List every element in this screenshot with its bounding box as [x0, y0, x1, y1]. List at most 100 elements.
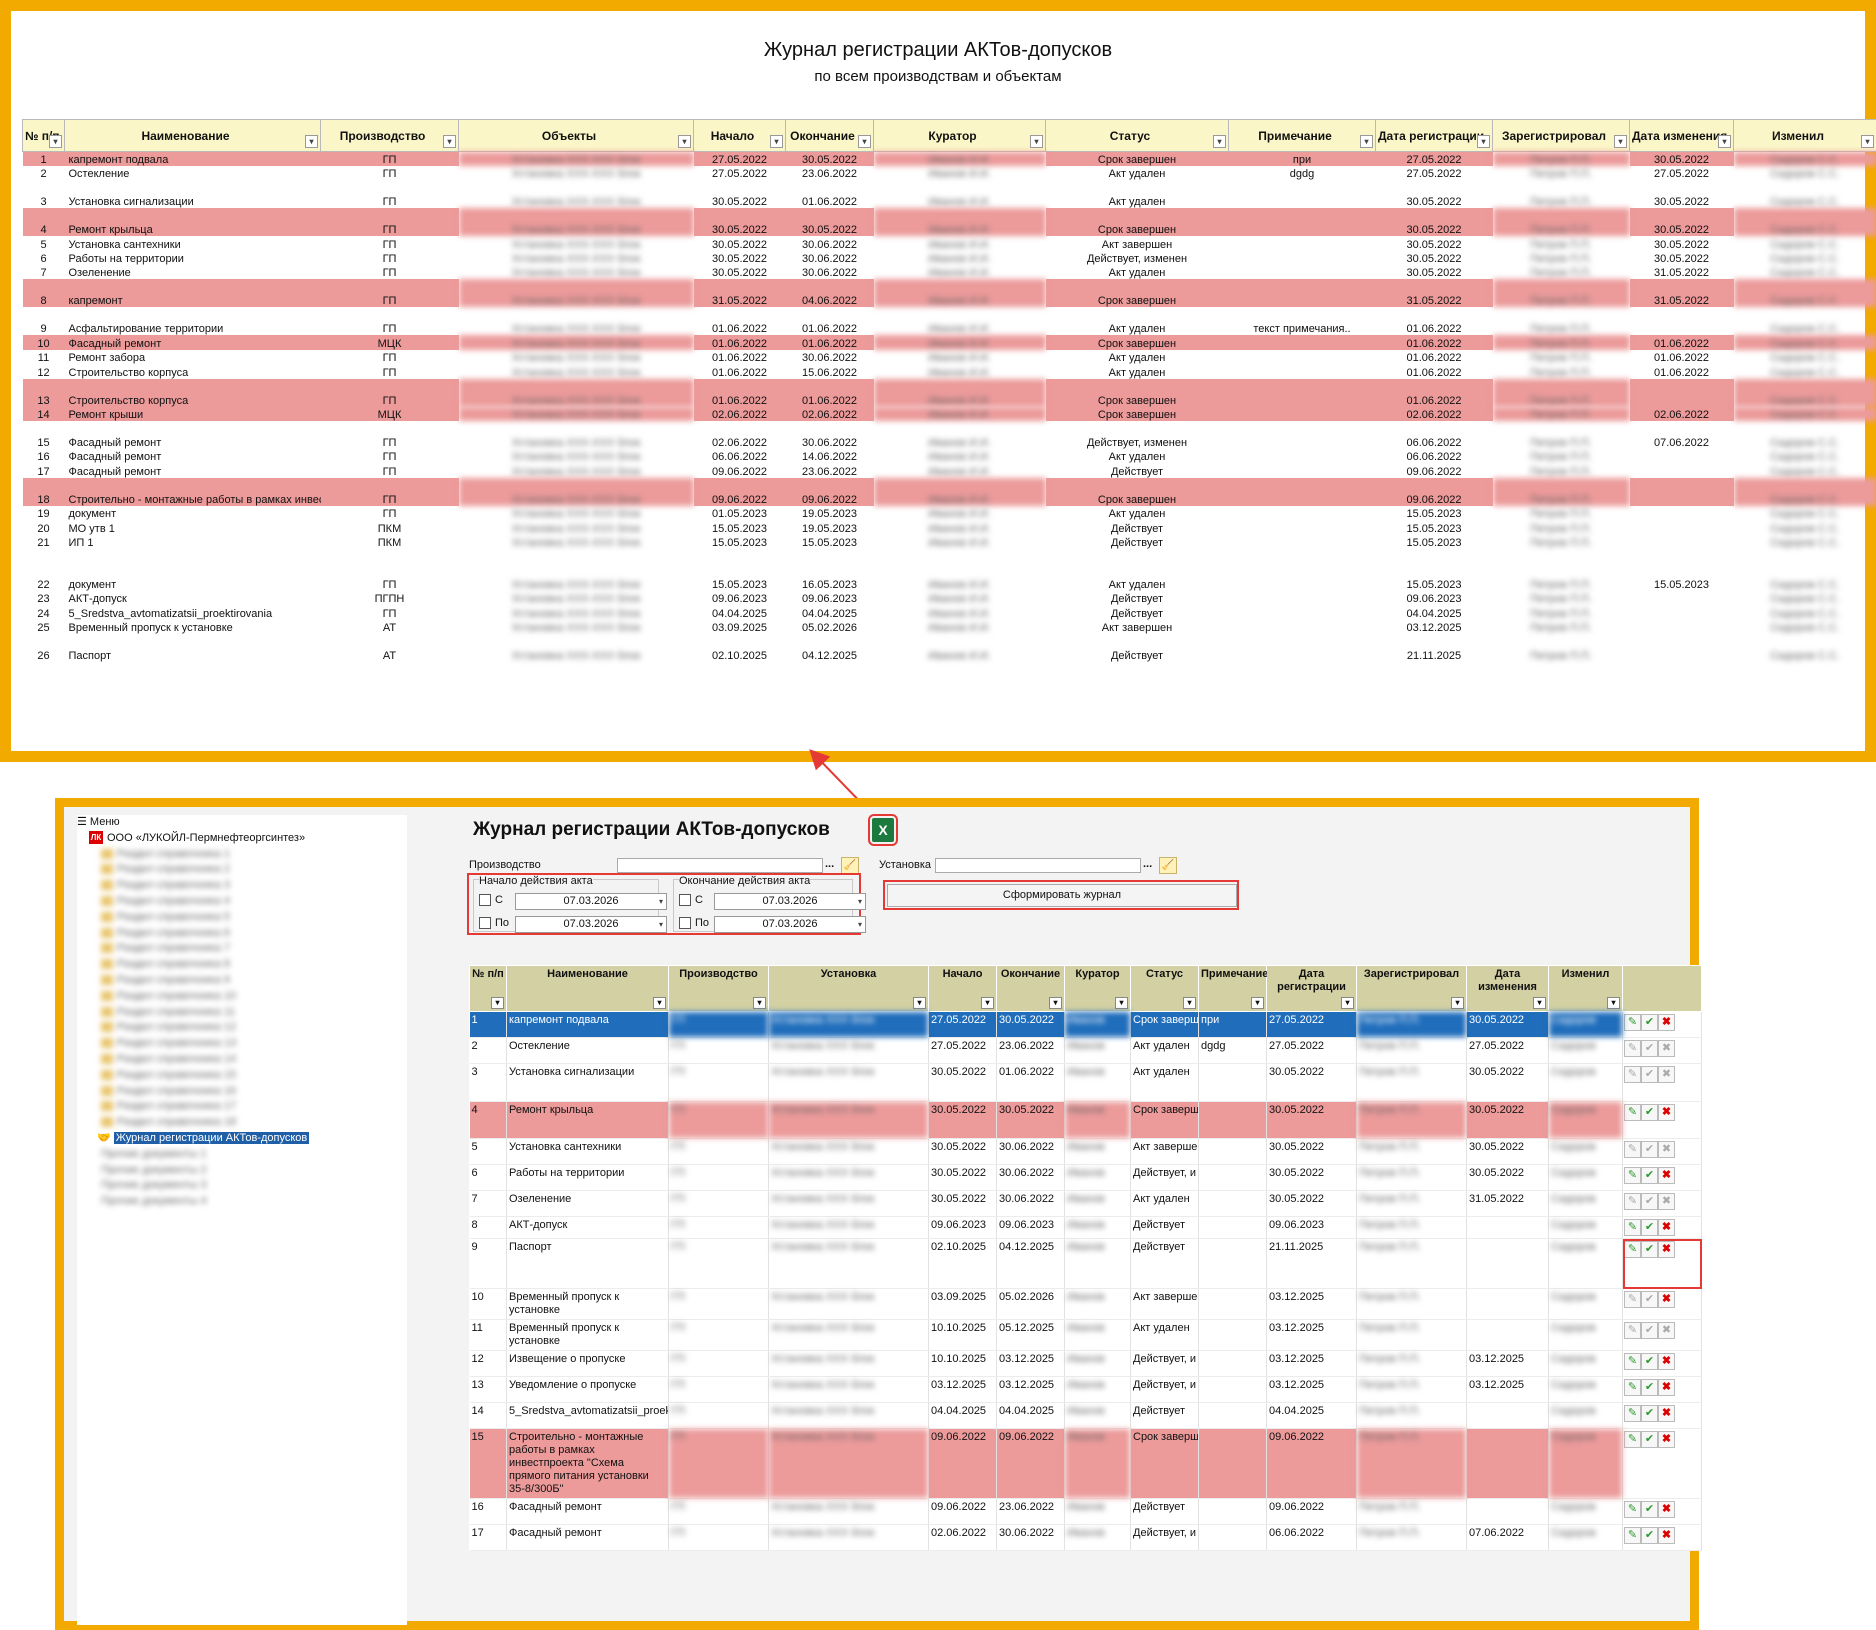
filter-dropdown-icon[interactable]: ▾: [653, 997, 666, 1009]
tree-item[interactable]: Раздел справочника 11: [77, 1005, 407, 1021]
delete-icon[interactable]: ✖: [1658, 1219, 1675, 1236]
table-row[interactable]: 7 Озеленение ГП Установка ХХХ блок 30.05.202…: [469, 1190, 1702, 1217]
edit-icon[interactable]: ✎: [1624, 1527, 1641, 1544]
tree-item[interactable]: Раздел справочника 7: [77, 941, 407, 957]
confirm-icon[interactable]: ✔: [1641, 1431, 1658, 1448]
end-to-date[interactable]: 07.03.2026 ▾: [714, 916, 866, 933]
start-from-date[interactable]: 07.03.2026 ▾: [515, 893, 667, 910]
edit-icon[interactable]: ✎: [1624, 1431, 1641, 1448]
tree-item[interactable]: Раздел справочника 8: [77, 957, 407, 973]
end-from-date[interactable]: 07.03.2026 ▾: [714, 893, 866, 910]
filter-dropdown-icon[interactable]: ▾: [1183, 997, 1196, 1009]
tree-item[interactable]: Раздел справочника 14: [77, 1052, 407, 1068]
delete-icon[interactable]: ✖: [1658, 1014, 1675, 1031]
edit-icon[interactable]: ✎: [1624, 1141, 1641, 1158]
edit-icon[interactable]: ✎: [1624, 1405, 1641, 1422]
start-to-date[interactable]: 07.03.2026 ▾: [515, 916, 667, 933]
delete-icon[interactable]: ✖: [1658, 1167, 1675, 1184]
delete-icon[interactable]: ✖: [1658, 1353, 1675, 1370]
filter-dropdown-icon[interactable]: ▾: [858, 135, 871, 148]
filter-dropdown-icon[interactable]: ▾: [1251, 997, 1264, 1009]
delete-icon[interactable]: ✖: [1658, 1104, 1675, 1121]
tree-menu-root[interactable]: ☰ Меню: [77, 815, 407, 831]
filter-dropdown-icon[interactable]: ▾: [1341, 997, 1354, 1009]
filter-dropdown-icon[interactable]: ▾: [678, 135, 691, 148]
tree-item[interactable]: Раздел справочника 18: [77, 1115, 407, 1131]
table-row[interactable]: 3 Установка сигнализации ГП Установка ХХХ б…: [469, 1063, 1702, 1102]
edit-icon[interactable]: ✎: [1624, 1291, 1641, 1308]
table-row[interactable]: 10 Временный пропуск к установке ГП Установ…: [469, 1288, 1702, 1320]
confirm-icon[interactable]: ✔: [1641, 1241, 1658, 1258]
delete-icon[interactable]: ✖: [1658, 1193, 1675, 1210]
tree-item[interactable]: Раздел справочника 16: [77, 1084, 407, 1100]
table-row[interactable]: 1 капремонт подвала ГП Установка ХХХ блок 27…: [469, 1011, 1702, 1038]
build-journal-button[interactable]: Сформировать журнал: [887, 884, 1237, 907]
edit-icon[interactable]: ✎: [1624, 1167, 1641, 1184]
tree-item[interactable]: Раздел справочника 5: [77, 910, 407, 926]
tree-item[interactable]: Раздел справочника 4: [77, 894, 407, 910]
table-row[interactable]: 9 Паспорт ГП Установка ХХХ блок 02.10.2025 04…: [469, 1238, 1702, 1289]
start-to-checkbox[interactable]: [479, 917, 491, 929]
table-row[interactable]: 15 Строительно - монтажные работы в рамка…: [469, 1428, 1702, 1499]
edit-icon[interactable]: ✎: [1624, 1066, 1641, 1083]
delete-icon[interactable]: ✖: [1658, 1405, 1675, 1422]
delete-icon[interactable]: ✖: [1658, 1379, 1675, 1396]
confirm-icon[interactable]: ✔: [1641, 1405, 1658, 1422]
end-from-checkbox[interactable]: [679, 894, 691, 906]
prod-input[interactable]: [617, 858, 823, 873]
table-row[interactable]: 8 АКТ-допуск ГП Установка ХХХ блок 09.06.202…: [469, 1216, 1702, 1239]
confirm-icon[interactable]: ✔: [1641, 1141, 1658, 1158]
filter-dropdown-icon[interactable]: ▾: [1115, 997, 1128, 1009]
tree-item-journal[interactable]: 🤝 Журнал регистрации АКТов-допусков: [77, 1131, 407, 1147]
filter-dropdown-icon[interactable]: ▾: [770, 135, 783, 148]
filter-dropdown-icon[interactable]: ▾: [1030, 135, 1043, 148]
tree-item[interactable]: Раздел справочника 12: [77, 1020, 407, 1036]
unit-clear-icon[interactable]: 🧹: [1159, 857, 1177, 874]
filter-dropdown-icon[interactable]: ▾: [443, 135, 456, 148]
tree-item[interactable]: Раздел справочника 17: [77, 1099, 407, 1115]
tree-item[interactable]: Раздел справочника 6: [77, 926, 407, 942]
confirm-icon[interactable]: ✔: [1641, 1219, 1658, 1236]
tree-item[interactable]: Прочие документы 4: [77, 1194, 407, 1210]
confirm-icon[interactable]: ✔: [1641, 1014, 1658, 1031]
table-row[interactable]: 11 Временный пропуск к установке ГП Установ…: [469, 1319, 1702, 1351]
prod-clear-icon[interactable]: 🧹: [841, 857, 859, 874]
table-row[interactable]: 4 Ремонт крыльца ГП Установка ХХХ блок 30.05…: [469, 1101, 1702, 1139]
excel-export-icon[interactable]: X: [868, 814, 898, 846]
confirm-icon[interactable]: ✔: [1641, 1527, 1658, 1544]
confirm-icon[interactable]: ✔: [1641, 1167, 1658, 1184]
confirm-icon[interactable]: ✔: [1641, 1040, 1658, 1057]
unit-input[interactable]: [935, 858, 1141, 873]
delete-icon[interactable]: ✖: [1658, 1241, 1675, 1258]
filter-dropdown-icon[interactable]: ▾: [491, 997, 504, 1009]
edit-icon[interactable]: ✎: [1624, 1241, 1641, 1258]
filter-dropdown-icon[interactable]: ▾: [1451, 997, 1464, 1009]
confirm-icon[interactable]: ✔: [1641, 1291, 1658, 1308]
filter-dropdown-icon[interactable]: ▾: [753, 997, 766, 1009]
edit-icon[interactable]: ✎: [1624, 1040, 1641, 1057]
filter-dropdown-icon[interactable]: ▾: [1213, 135, 1226, 148]
tree-item[interactable]: Раздел справочника 1: [77, 847, 407, 863]
edit-icon[interactable]: ✎: [1624, 1322, 1641, 1339]
table-row[interactable]: 5 Установка сантехники ГП Установка ХХХ бло…: [469, 1138, 1702, 1165]
edit-icon[interactable]: ✎: [1624, 1379, 1641, 1396]
tree-item[interactable]: Прочие документы 1: [77, 1147, 407, 1163]
filter-dropdown-icon[interactable]: ▾: [913, 997, 926, 1009]
filter-dropdown-icon[interactable]: ▾: [1607, 997, 1620, 1009]
filter-dropdown-icon[interactable]: ▾: [1718, 135, 1731, 148]
table-row[interactable]: 17 Фасадный ремонт ГП Установка ХХХ блок 02.…: [469, 1524, 1702, 1551]
delete-icon[interactable]: ✖: [1658, 1322, 1675, 1339]
table-row[interactable]: 14 5_Sredstva_avtomatizatsii_proek ГП Устан…: [469, 1402, 1702, 1429]
tree-item[interactable]: Раздел справочника 3: [77, 878, 407, 894]
filter-dropdown-icon[interactable]: ▾: [49, 135, 62, 148]
edit-icon[interactable]: ✎: [1624, 1014, 1641, 1031]
delete-icon[interactable]: ✖: [1658, 1066, 1675, 1083]
filter-dropdown-icon[interactable]: ▾: [1533, 997, 1546, 1009]
edit-icon[interactable]: ✎: [1624, 1219, 1641, 1236]
table-row[interactable]: 12 Извещение о пропуске ГП Установка ХХХ бл…: [469, 1350, 1702, 1377]
table-row[interactable]: 13 Уведомление о пропуске ГП Установка ХХХ …: [469, 1376, 1702, 1403]
delete-icon[interactable]: ✖: [1658, 1040, 1675, 1057]
prod-dots-button[interactable]: ...: [825, 858, 835, 870]
confirm-icon[interactable]: ✔: [1641, 1501, 1658, 1518]
table-row[interactable]: 6 Работы на территории ГП Установка ХХХ бло…: [469, 1164, 1702, 1191]
